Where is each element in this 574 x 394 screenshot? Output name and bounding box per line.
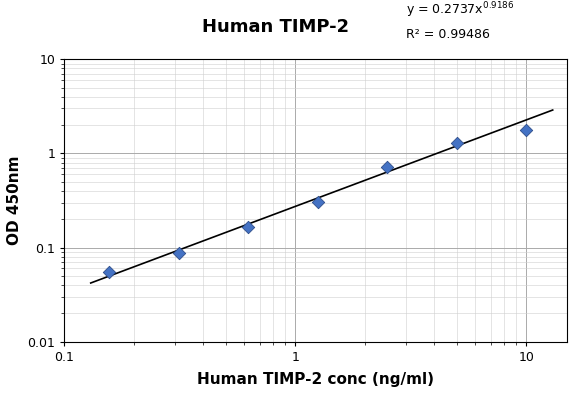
Point: [174, 250, 184, 256]
Point: [452, 139, 461, 146]
Y-axis label: OD 450nm: OD 450nm: [7, 156, 22, 245]
Text: R² = 0.99486: R² = 0.99486: [406, 28, 490, 41]
X-axis label: Human TIMP-2 conc (ng/ml): Human TIMP-2 conc (ng/ml): [197, 372, 434, 387]
Point: [104, 269, 114, 275]
Point: [313, 199, 323, 205]
Point: [522, 127, 531, 134]
Text: y = 0.2737x$^{0.9186}$: y = 0.2737x$^{0.9186}$: [406, 0, 515, 20]
Point: [383, 164, 392, 170]
Point: [243, 224, 253, 230]
Text: Human TIMP-2: Human TIMP-2: [202, 18, 349, 35]
